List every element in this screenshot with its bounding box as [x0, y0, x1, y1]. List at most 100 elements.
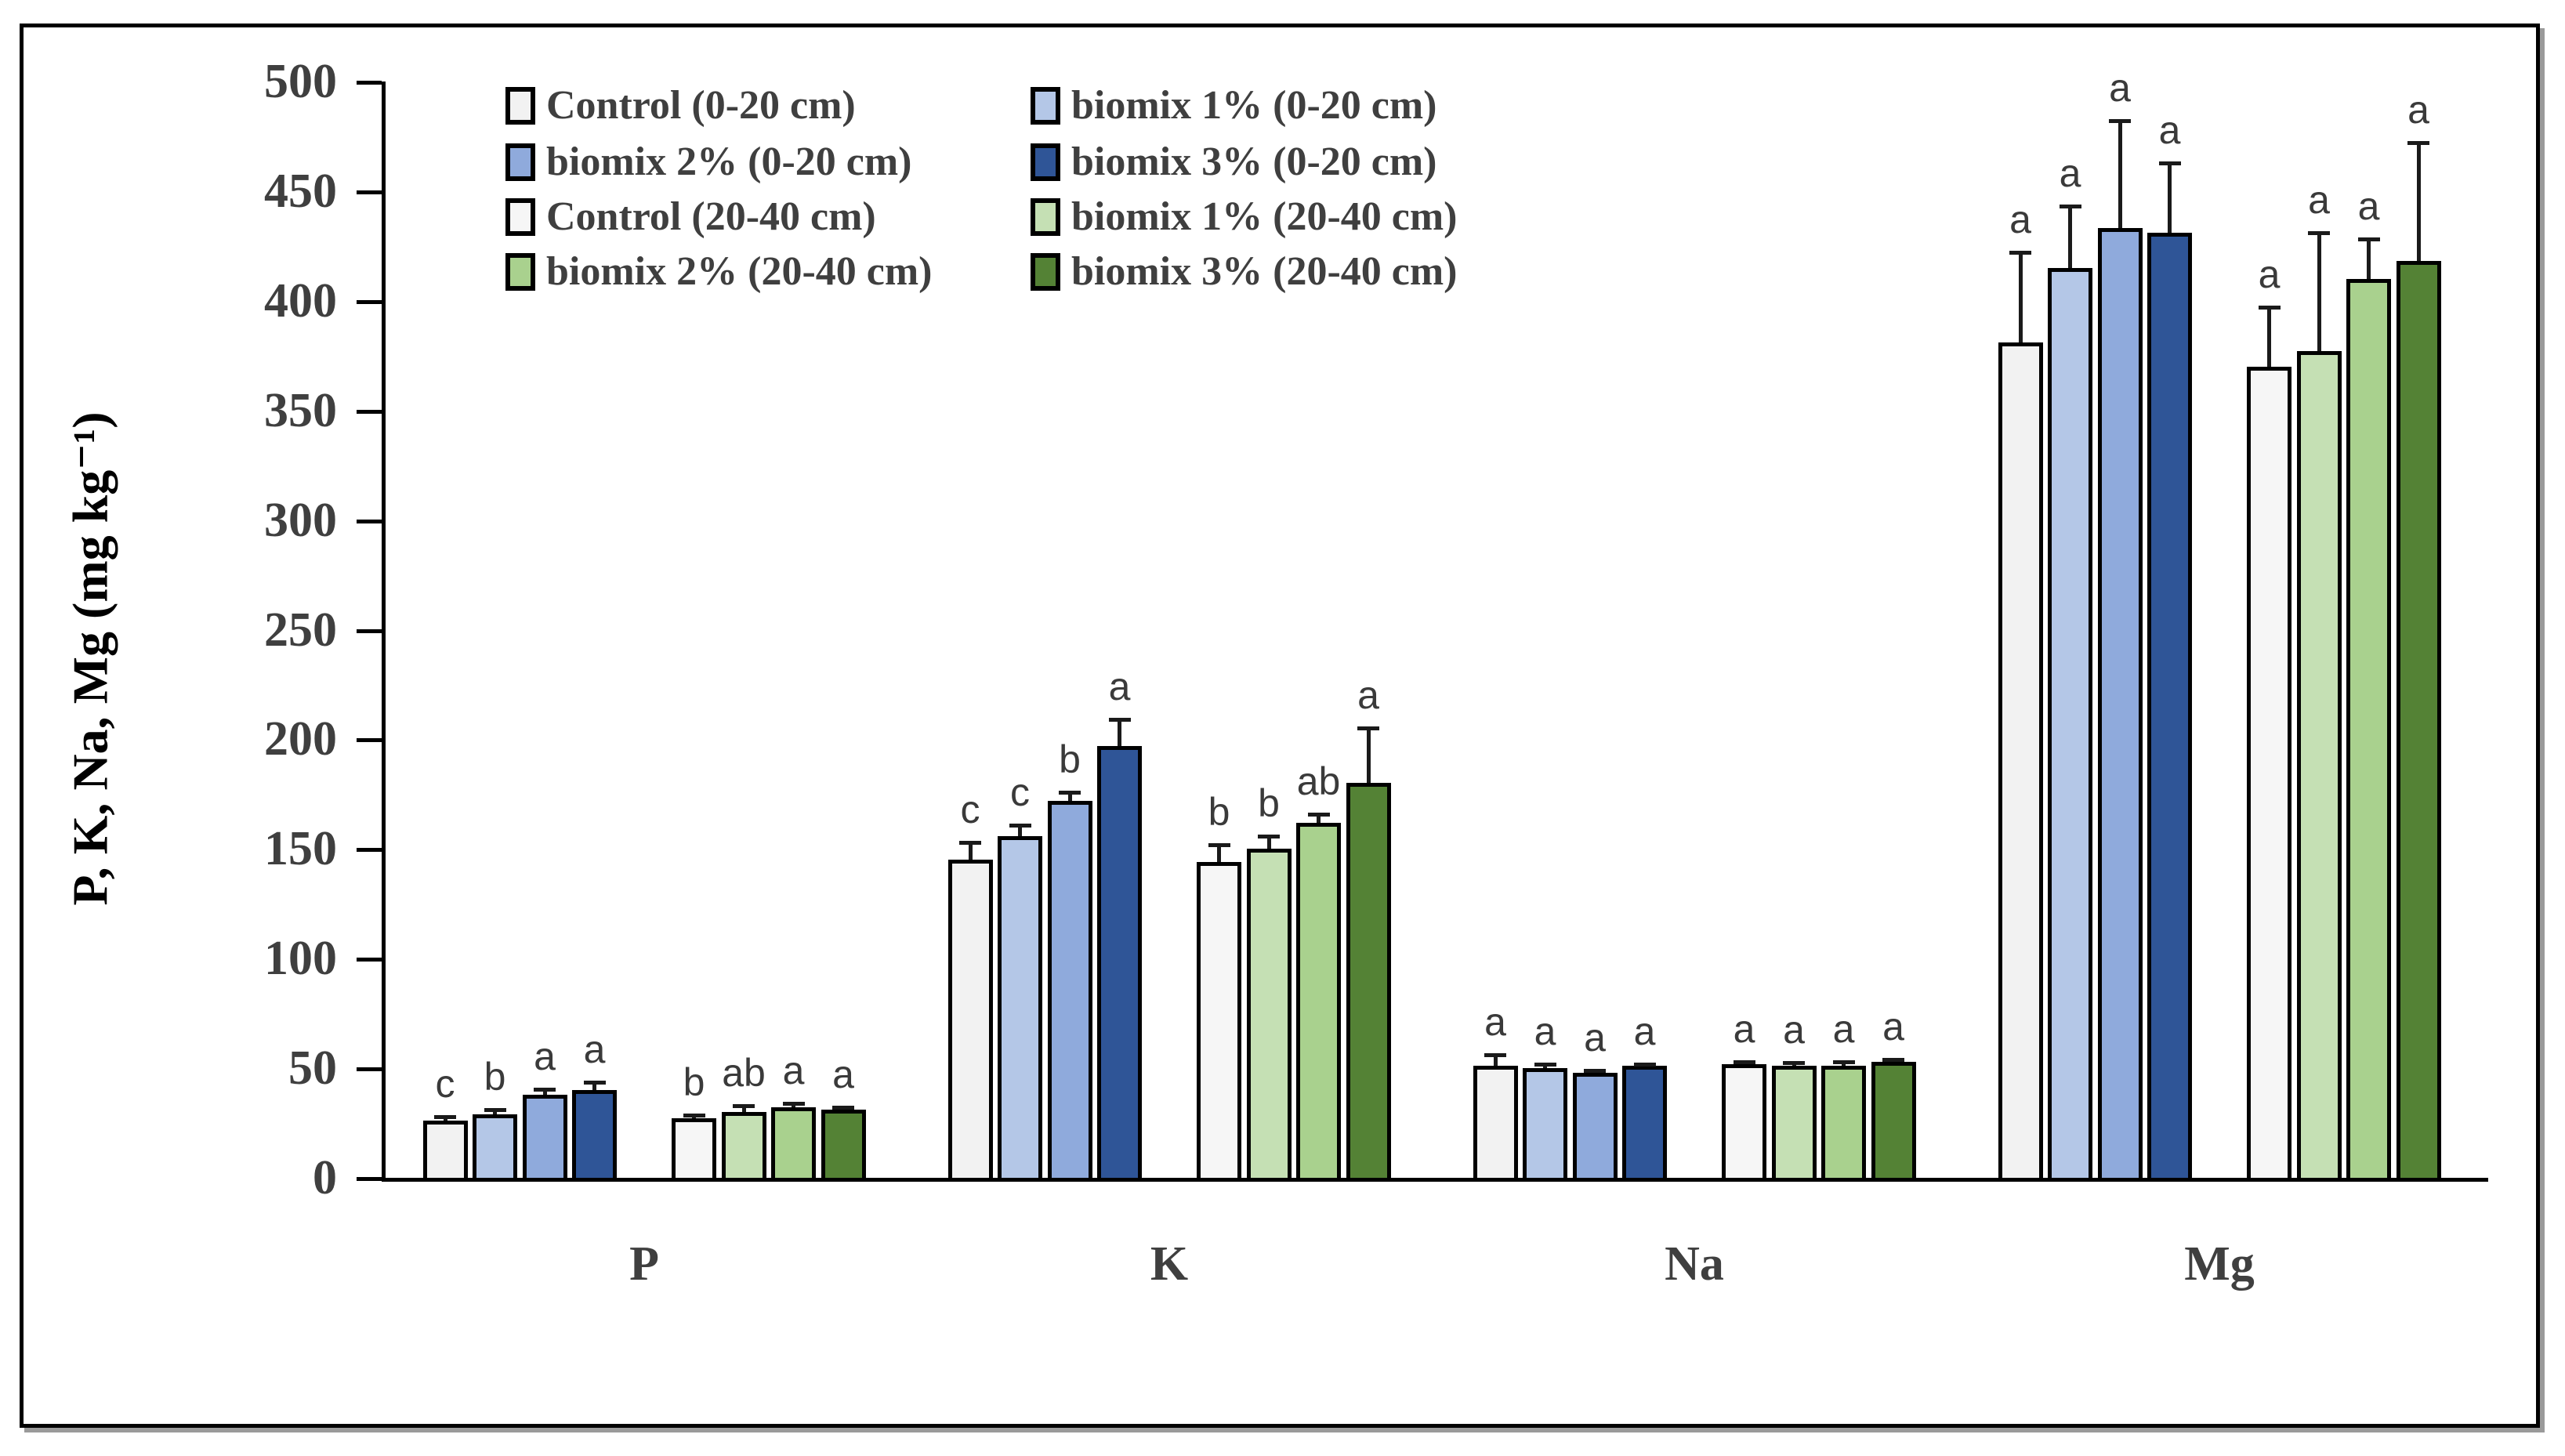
y-axis-tick-label: 250 [264, 603, 337, 657]
error-bar-cap [1783, 1061, 1805, 1066]
y-axis-tick [357, 848, 382, 853]
error-bar-line [968, 842, 973, 860]
error-bar-line [2367, 239, 2371, 279]
error-bar-line [2317, 233, 2321, 352]
error-bar-cap [1584, 1068, 1606, 1073]
error-bar-cap [2109, 119, 2131, 124]
error-bar-line [1118, 719, 1121, 746]
legend-swatch [505, 198, 535, 236]
error-bar-line [2068, 206, 2072, 268]
significance-letter: a [1783, 1008, 1805, 1052]
legend-swatch [1031, 253, 1060, 291]
error-bar-cap [1534, 1062, 1556, 1067]
bar [522, 1094, 567, 1182]
y-axis-tick [357, 81, 382, 85]
bar [1197, 862, 1241, 1182]
significance-letter: b [1059, 737, 1081, 781]
error-bar-cap [1307, 812, 1330, 817]
bar [1998, 342, 2043, 1182]
error-bar-line [1266, 835, 1271, 849]
significance-letter: a [1832, 1006, 1855, 1051]
category-label: K [1150, 1237, 1189, 1291]
legend-item: biomix 3% (20-40 cm) [1031, 249, 1457, 295]
error-bar-line [1018, 824, 1022, 836]
y-axis-tick-label: 50 [288, 1041, 337, 1096]
significance-letter: a [1484, 1000, 1506, 1045]
y-axis-tick [357, 1177, 382, 1181]
y-axis-tick-label: 150 [264, 822, 337, 876]
error-bar-cap [534, 1087, 556, 1092]
error-bar-cap [484, 1108, 506, 1113]
y-axis-tick [357, 738, 382, 743]
error-bar-cap [1108, 718, 1131, 723]
error-bar-cap [1484, 1053, 1506, 1058]
category-label: Mg [2184, 1237, 2255, 1291]
bar [2247, 366, 2291, 1182]
error-bar-cap [959, 840, 981, 845]
significance-letter: a [2009, 197, 2031, 242]
bar [721, 1112, 766, 1182]
legend-swatch [505, 143, 535, 181]
significance-letter: c [435, 1061, 455, 1106]
bar [1097, 745, 1142, 1182]
legend-swatch [1031, 143, 1060, 181]
significance-letter: a [832, 1052, 854, 1097]
y-axis-tick [357, 299, 382, 304]
significance-letter: a [2407, 88, 2429, 132]
bar [2097, 228, 2143, 1182]
significance-letter: a [534, 1034, 556, 1078]
y-axis-tick [357, 628, 382, 633]
bar [771, 1107, 816, 1182]
legend-label: Control (20-40 cm) [546, 194, 876, 239]
bar [2147, 233, 2192, 1182]
bar [947, 860, 993, 1182]
error-bar-line [741, 1105, 746, 1113]
error-bar-cap [2158, 161, 2181, 165]
y-axis-tick-label: 200 [264, 712, 337, 766]
y-axis-tick-label: 300 [264, 493, 337, 547]
legend-label: biomix 3% (20-40 cm) [1071, 249, 1458, 294]
significance-letter: b [683, 1060, 705, 1105]
error-bar-line [2168, 162, 2172, 234]
significance-letter: a [1633, 1009, 1656, 1053]
error-bar-cap [1633, 1062, 1656, 1067]
significance-letter: ab [722, 1050, 766, 1095]
error-bar-cap [782, 1101, 805, 1106]
y-axis-title: P, K, Na, Mg (mg kg⁻¹) [62, 411, 118, 906]
error-bar-cap [1733, 1059, 1755, 1064]
bar [672, 1118, 716, 1182]
error-bar-line [2267, 307, 2271, 367]
legend-item: biomix 1% (0-20 cm) [1031, 83, 1436, 129]
bar [1821, 1066, 1866, 1182]
significance-letter: a [1882, 1004, 1904, 1049]
bar [1346, 783, 1391, 1182]
error-bar-line [542, 1088, 547, 1095]
y-axis-tick-label: 500 [264, 55, 337, 108]
y-axis-tick-label: 350 [264, 383, 337, 437]
legend-item: biomix 2% (0-20 cm) [505, 139, 911, 185]
bar [1523, 1068, 1567, 1182]
legend-swatch [505, 253, 535, 291]
error-bar-line [2018, 252, 2023, 342]
bar [1296, 822, 1341, 1182]
error-bar-line [1217, 844, 1221, 863]
y-axis-tick-label: 100 [264, 932, 337, 986]
error-bar-cap [583, 1081, 606, 1085]
legend-label: Control (0-20 cm) [546, 83, 856, 128]
error-bar-line [1493, 1055, 1498, 1067]
error-bar-cap [1208, 842, 1230, 847]
legend-label: biomix 2% (20-40 cm) [546, 249, 933, 294]
significance-letter: b [1258, 781, 1280, 825]
bar [2048, 267, 2092, 1182]
legend-swatch [1031, 87, 1060, 125]
significance-letter: a [1357, 673, 1379, 718]
error-bar-cap [1357, 726, 1379, 731]
legend-label: biomix 3% (0-20 cm) [1071, 139, 1437, 184]
y-axis-tick [357, 958, 382, 962]
bar [572, 1090, 617, 1182]
significance-letter: b [1208, 789, 1230, 834]
bar [1047, 800, 1092, 1182]
y-axis-tick [357, 190, 382, 194]
error-bar-line [2118, 121, 2122, 229]
error-bar-cap [434, 1114, 456, 1119]
